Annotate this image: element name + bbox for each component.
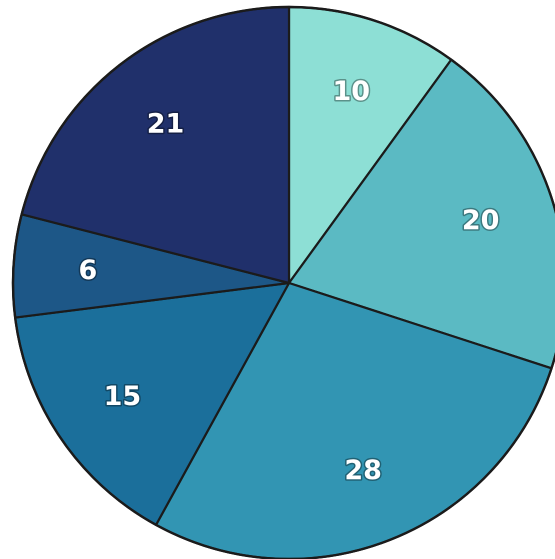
pie-slices (11, 5, 555, 559)
pie-data-label-1: 10 (332, 76, 370, 107)
pie-data-label-5: 6 (79, 255, 98, 286)
pie-data-labels: 10 20 28 15 6 21 (77, 74, 501, 487)
pie-data-label-6: 21 (147, 108, 185, 139)
pie-data-label-3: 28 (344, 455, 382, 486)
pie-outline (11, 5, 555, 559)
pie-data-label-2: 20 (462, 205, 500, 236)
pie-data-label-4: 15 (104, 381, 142, 412)
